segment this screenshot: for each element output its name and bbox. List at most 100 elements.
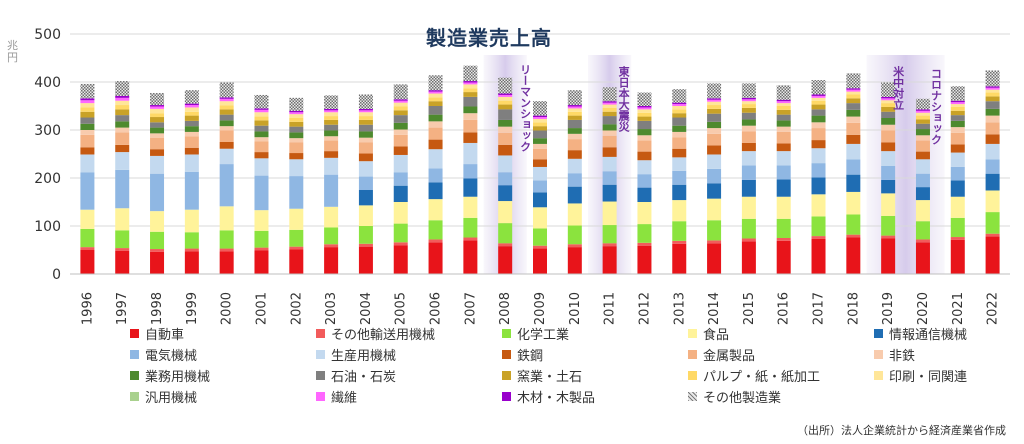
bar-segment-1997-8: [115, 132, 130, 145]
bar-segment-2006-12: [428, 101, 443, 106]
bar-segment-1997-14: [115, 100, 130, 106]
bar-segment-2019-17: [881, 96, 896, 99]
bar-segment-2018-14: [846, 91, 861, 95]
bar-segment-2012-1: [637, 242, 652, 246]
bar-segment-2012-7: [637, 151, 652, 161]
bar-segment-2021-5: [950, 166, 965, 181]
bar-segment-2006-2: [428, 220, 443, 240]
annotation-label-3: コロナショック: [929, 68, 942, 145]
bar-segment-2016-13: [776, 106, 791, 110]
legend-item: 自動車: [130, 323, 316, 344]
bar-segment-2003-1: [324, 244, 339, 248]
bar-segment-2014-0: [707, 243, 722, 274]
bar-segment-2010-14: [567, 108, 582, 112]
bar-segment-2003-3: [324, 206, 339, 228]
bar-segment-2019-2: [881, 215, 896, 236]
bar-segment-1996-12: [80, 111, 95, 118]
bar-segment-2009-4: [533, 192, 547, 208]
legend-swatch: [316, 350, 325, 359]
bar-segment-2014-7: [707, 145, 722, 155]
legend-item: 汎用機械: [130, 386, 316, 407]
bar-segment-2000-8: [219, 130, 234, 142]
bar-segment-2019-16: [881, 98, 896, 101]
bar-segment-2001-16: [254, 109, 269, 113]
bar-segment-2010-12: [567, 115, 582, 120]
bar-segment-1999-14: [184, 107, 199, 112]
bar-segment-2001-2: [254, 230, 269, 248]
bar-segment-2000-18: [219, 82, 234, 98]
bar-segment-2000-17: [219, 97, 234, 99]
bar-segment-2001-3: [254, 210, 269, 231]
bar-segment-2011-5: [602, 171, 617, 185]
bar-segment-1997-10: [115, 121, 130, 128]
bar-segment-2020-11: [915, 123, 930, 130]
legend-item: 食品: [688, 323, 874, 344]
bar-segment-2008-11: [498, 109, 513, 120]
bar-segment-2001-18: [254, 94, 269, 109]
bar-segment-2016-3: [776, 196, 791, 219]
bar-segment-2017-3: [811, 194, 826, 217]
bar-segment-2005-3: [393, 202, 408, 224]
bar-segment-2017-1: [811, 236, 826, 239]
x-tick-label-2014: 2014: [707, 292, 722, 325]
bar-segment-1996-5: [80, 172, 95, 210]
bar-segment-2003-6: [324, 157, 339, 175]
bar-segment-2015-12: [741, 107, 756, 113]
bar-segment-2015-18: [741, 83, 756, 98]
source-note: （出所）法人企業統計から経済産業省作成: [797, 424, 1006, 437]
bar-segment-2021-8: [950, 132, 965, 145]
bar-segment-2022-7: [985, 134, 1000, 144]
bar-segment-1999-10: [184, 126, 199, 132]
bar-segment-2019-9: [881, 124, 896, 131]
bar-segment-2017-6: [811, 148, 826, 164]
bar-segment-1997-13: [115, 105, 130, 110]
bar-segment-2021-0: [950, 239, 965, 274]
bar-segment-1996-6: [80, 154, 95, 173]
bar-segment-2002-18: [289, 97, 304, 111]
bar-segment-1996-17: [80, 98, 95, 101]
bar-segment-2008-14: [498, 96, 513, 101]
bar-segment-2017-12: [811, 104, 826, 110]
bar-segment-2000-14: [219, 101, 234, 106]
bar-segment-2019-1: [881, 235, 896, 239]
bar-segment-2018-4: [846, 174, 861, 192]
bar-segment-2004-13: [358, 116, 373, 120]
legend-label: 汎用機械: [145, 391, 198, 406]
bar-segment-2012-10: [637, 129, 652, 136]
bar-segment-2010-17: [567, 105, 582, 107]
bar-segment-2013-14: [672, 106, 687, 110]
bar-segment-2015-11: [741, 112, 756, 120]
bar-segment-2011-12: [602, 111, 617, 117]
bar-segment-2013-18: [672, 89, 687, 103]
x-tick-label-2000: 2000: [220, 292, 235, 325]
bar-segment-2005-13: [393, 106, 408, 111]
bar-segment-2005-11: [393, 115, 408, 123]
bar-segment-2010-8: [567, 139, 582, 151]
bar-segment-2005-12: [393, 110, 408, 116]
bar-segment-2020-4: [915, 187, 930, 201]
legend-item: 窯業・土石: [502, 365, 688, 386]
bar-segment-2014-16: [707, 99, 722, 102]
bar-segment-2013-2: [672, 221, 687, 241]
bar-segment-2009-13: [533, 122, 547, 127]
bar-segment-2014-11: [707, 113, 722, 122]
x-tick-label-2018: 2018: [846, 292, 861, 325]
bar-segment-2002-11: [289, 126, 304, 133]
bar-segment-2001-5: [254, 175, 269, 211]
bar-segment-2011-7: [602, 147, 617, 157]
bar-segment-2016-12: [776, 109, 791, 115]
bar-segment-2019-3: [881, 193, 896, 216]
bar-segment-2016-4: [776, 179, 791, 197]
legend-swatch: [502, 350, 511, 359]
bar-segment-2013-3: [672, 200, 687, 222]
bar-segment-2000-13: [219, 105, 234, 110]
bar-segment-2015-14: [741, 101, 756, 105]
bar-segment-2015-4: [741, 179, 756, 197]
bar-segment-1996-2: [80, 228, 95, 248]
y-tick-label-100: 100: [34, 219, 61, 235]
bar-segment-2000-7: [219, 142, 234, 149]
bar-segment-2018-1: [846, 234, 861, 238]
bar-segment-2009-6: [533, 166, 547, 181]
